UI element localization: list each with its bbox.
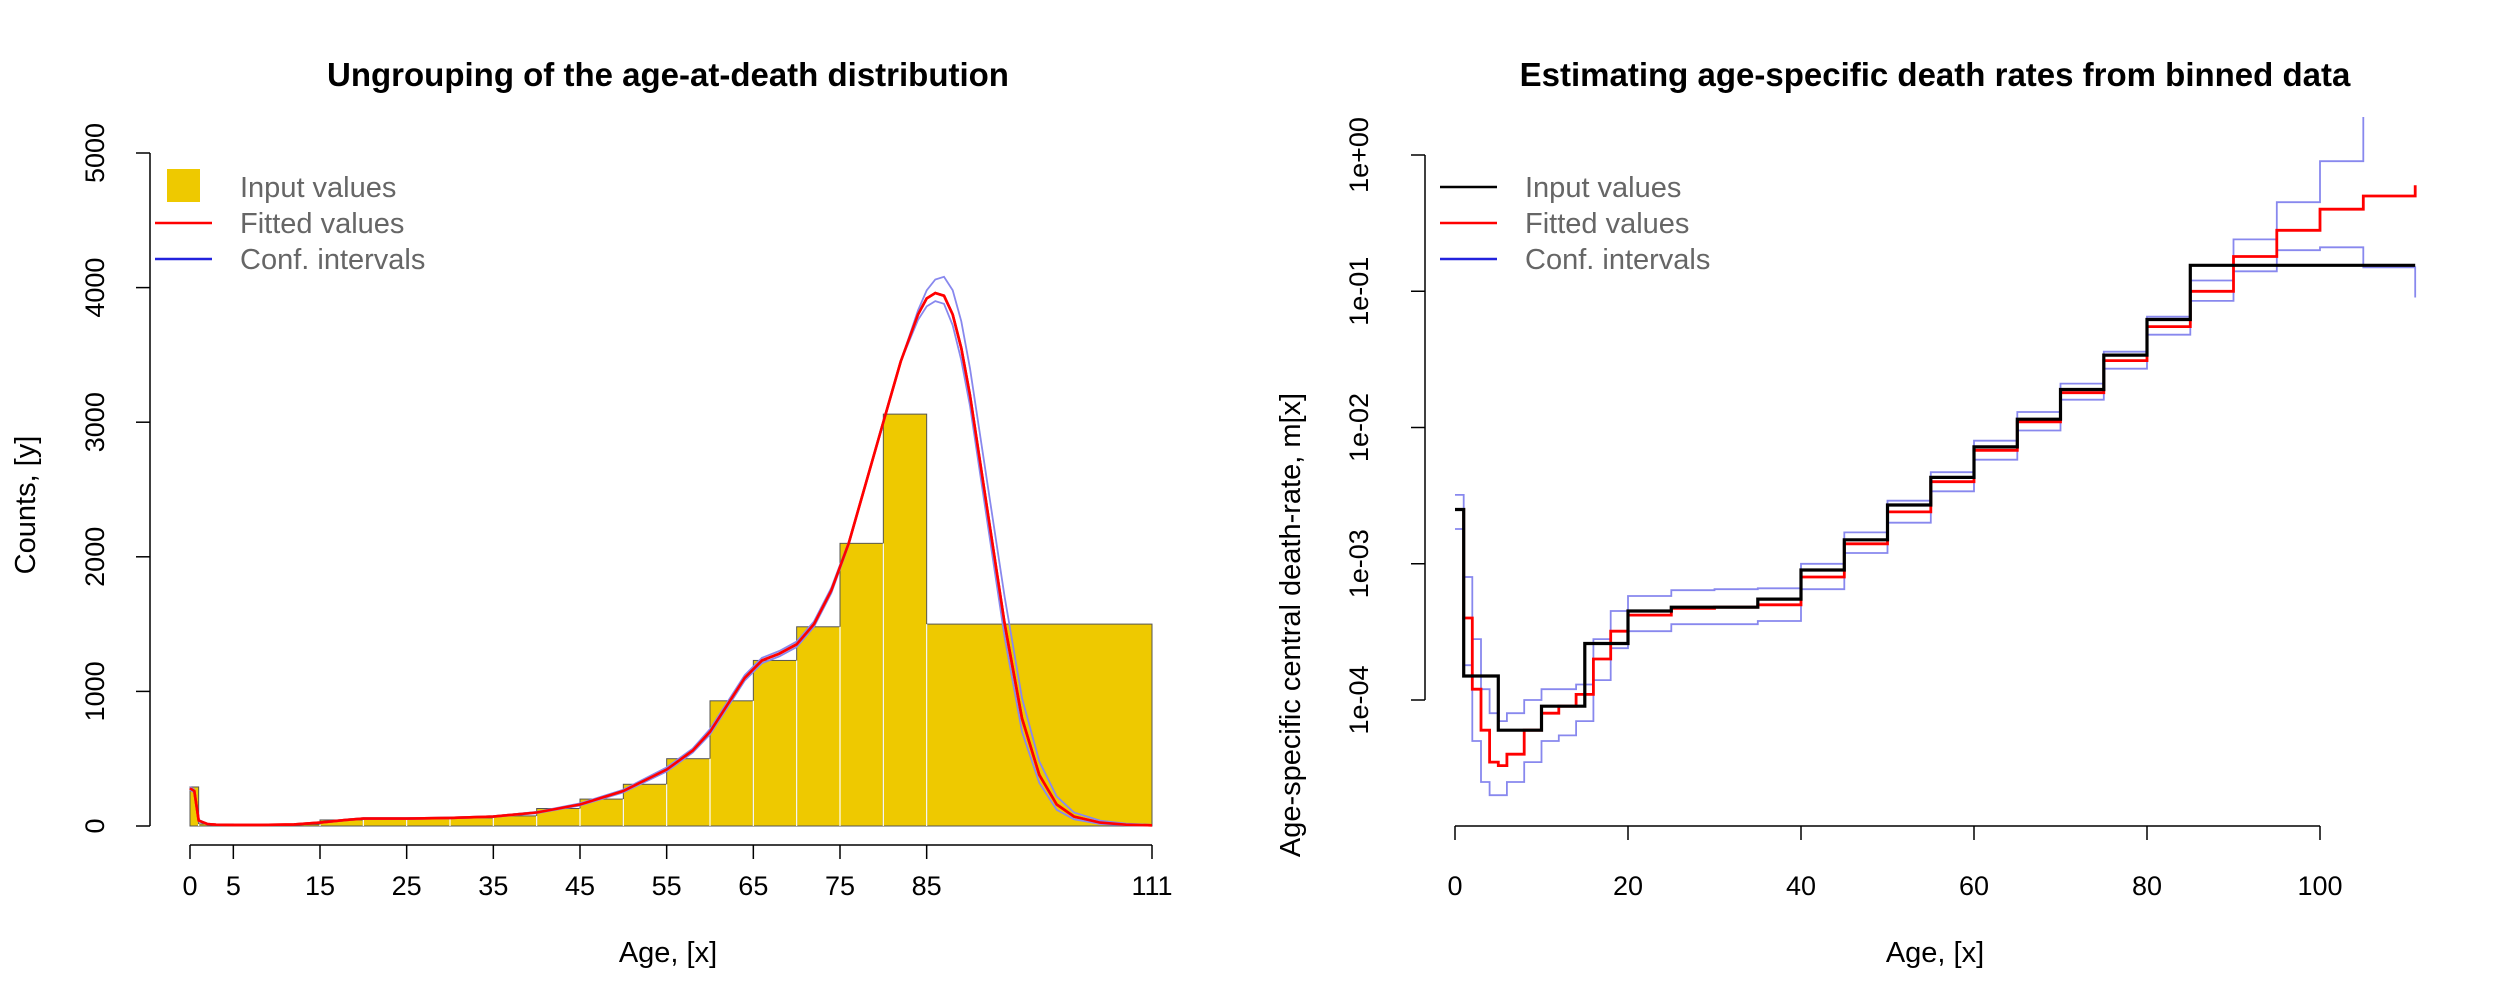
chart2-y-tick-label: 1e-04 bbox=[1344, 665, 1374, 734]
chart2-series-input bbox=[1455, 263, 2416, 732]
chart1-lines bbox=[189, 275, 1153, 827]
chart1-y-axis: 0 1000 2000 3000 4000 5000 bbox=[80, 123, 151, 834]
chart1-y-tick-label: 3000 bbox=[80, 392, 110, 452]
legend-swatch-input-values bbox=[167, 169, 200, 202]
chart2-x-tick-label: 40 bbox=[1786, 871, 1816, 901]
bar-12 bbox=[666, 758, 711, 827]
bar-8 bbox=[492, 815, 538, 827]
chart2-x-label: Age, [x] bbox=[1886, 937, 1984, 969]
legend-label-input-values: Input values bbox=[1525, 172, 1681, 204]
chart1-series-fitted-top bbox=[189, 291, 1153, 827]
chart2-lines bbox=[1455, 117, 2417, 797]
chart1-y-tick-label: 5000 bbox=[80, 123, 110, 183]
chart2-y-tick-label: 1e-03 bbox=[1344, 529, 1374, 598]
chart-age-at-death: Ungrouping of the age-at-death distribut… bbox=[10, 56, 1173, 969]
bar-0 bbox=[189, 786, 200, 827]
chart1-x-tick-label: 35 bbox=[478, 871, 508, 901]
chart2-y-axis: 1e-04 1e-03 1e-02 1e-01 1e+00 bbox=[1344, 117, 1426, 735]
chart1-x-label: Age, [x] bbox=[619, 937, 717, 969]
chart1-x-axis: 0 5 15 25 35 45 55 65 75 85 111 bbox=[182, 844, 1173, 901]
chart1-y-tick-label: 2000 bbox=[80, 527, 110, 587]
chart2-x-tick-label: 20 bbox=[1613, 871, 1643, 901]
chart1-x-tick-label: 15 bbox=[305, 871, 335, 901]
chart-death-rates: Estimating age-specific death rates from… bbox=[1275, 56, 2417, 969]
chart1-x-tick-label: 55 bbox=[652, 871, 682, 901]
chart1-legend: Input values Fitted values Conf. interva… bbox=[155, 169, 425, 276]
chart2-x-tick-label: 60 bbox=[1959, 871, 1989, 901]
bar-7 bbox=[449, 817, 494, 827]
chart2-y-label: Age-specific central death-rate, m[x] bbox=[1275, 393, 1307, 857]
legend-label-input-values: Input values bbox=[240, 172, 396, 204]
bar-11 bbox=[622, 783, 668, 827]
chart1-x-tick-label: 85 bbox=[912, 871, 942, 901]
bar-15 bbox=[796, 626, 841, 827]
chart1-title: Ungrouping of the age-at-death distribut… bbox=[327, 56, 1009, 93]
legend-label-fitted-values: Fitted values bbox=[240, 208, 404, 240]
chart1-bars bbox=[189, 413, 1153, 827]
chart1-y-label: Counts, [y] bbox=[10, 436, 42, 575]
chart1-x-tick-label: 75 bbox=[825, 871, 855, 901]
chart2-x-axis: 0 20 40 60 80 100 bbox=[1447, 825, 2343, 901]
chart1-y-tick-label: 0 bbox=[80, 818, 110, 833]
chart2-x-tick-label: 80 bbox=[2132, 871, 2162, 901]
bar-16 bbox=[839, 542, 884, 827]
chart1-x-tick-label: 0 bbox=[182, 871, 197, 901]
chart1-x-tick-label: 111 bbox=[1131, 871, 1172, 901]
chart1-y-tick-label: 1000 bbox=[80, 661, 110, 721]
chart2-title: Estimating age-specific death rates from… bbox=[1520, 56, 2351, 93]
chart2-x-tick-label: 100 bbox=[2297, 871, 2342, 901]
chart1-x-tick-label: 5 bbox=[226, 871, 241, 901]
chart2-legend: Input values Fitted values Conf. interva… bbox=[1440, 172, 1710, 276]
bar-18 bbox=[926, 623, 1153, 827]
legend-label-conf-intervals: Conf. intervals bbox=[240, 244, 425, 276]
chart1-x-tick-label: 25 bbox=[392, 871, 422, 901]
chart2-y-tick-label: 1e-02 bbox=[1344, 393, 1374, 462]
chart1-y-tick-label: 4000 bbox=[80, 258, 110, 318]
chart2-y-tick-label: 1e-01 bbox=[1344, 257, 1374, 326]
chart1-x-tick-label: 45 bbox=[565, 871, 595, 901]
legend-label-conf-intervals: Conf. intervals bbox=[1525, 244, 1710, 276]
chart2-y-tick-label: 1e+00 bbox=[1344, 117, 1374, 193]
bar-14 bbox=[752, 659, 798, 827]
legend-label-fitted-values: Fitted values bbox=[1525, 208, 1689, 240]
chart1-x-tick-label: 65 bbox=[738, 871, 768, 901]
chart2-x-tick-label: 0 bbox=[1447, 871, 1462, 901]
chart2-series-ci_lower bbox=[1455, 246, 2417, 797]
bar-17 bbox=[882, 413, 928, 827]
